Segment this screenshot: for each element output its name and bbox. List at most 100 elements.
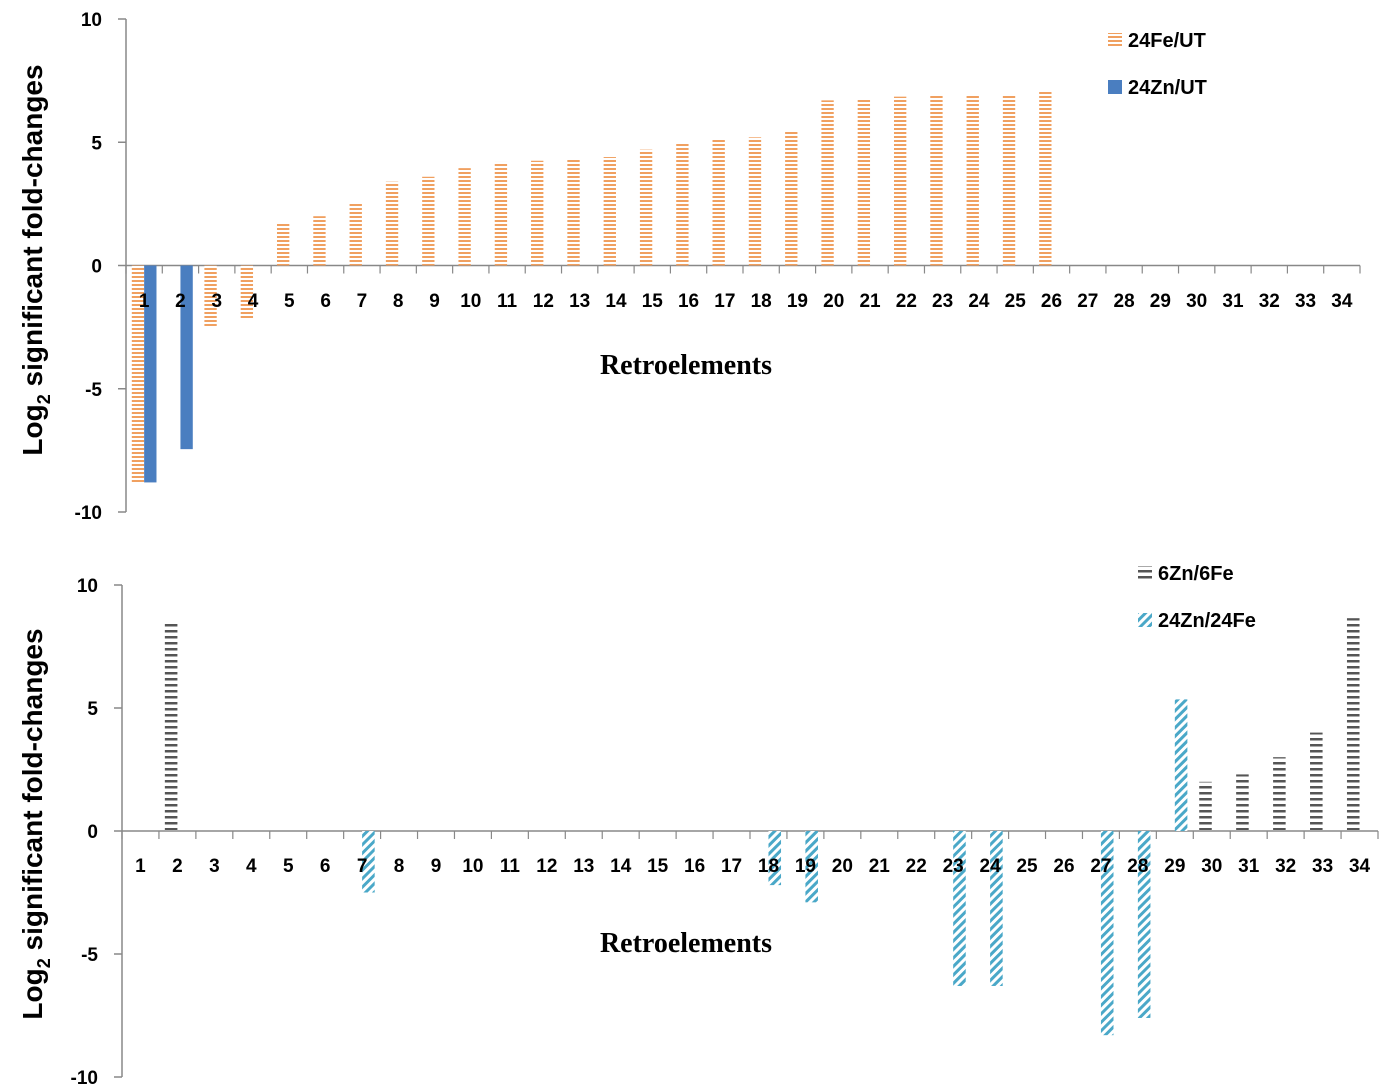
x-tick-label: 11 [497,291,518,312]
bar-24zn-24fe-19 [805,831,818,903]
bar-24fe-ut-10 [458,168,471,266]
x-tick-label: 2 [175,291,186,312]
x-tick-label: 33 [1295,291,1316,312]
bar-24fe-ut-14 [603,157,616,266]
x-tick-label: 6 [320,856,331,877]
y-tick-label: -5 [81,945,98,966]
x-tick-label: 2 [172,856,183,877]
bar-24zn-24fe-24 [990,831,1003,986]
y-tick-label: -5 [85,380,102,401]
bars [164,618,1360,1036]
bar-24zn-ut-2 [180,265,193,450]
x-tick-label: 9 [429,291,440,312]
x-tick-label: 5 [284,291,295,312]
legend-swatch [1108,80,1122,94]
x-tick-label: 13 [569,291,590,312]
bar-24fe-ut-6 [313,216,326,266]
x-tick-label: 28 [1127,856,1148,877]
bar-24fe-ut-12 [531,160,544,266]
bar-24fe-ut-7 [349,203,362,266]
x-tick-label: 29 [1164,856,1185,877]
x-tick-label: 25 [1005,291,1027,312]
x-tick-label: 13 [573,856,594,877]
bar-24fe-ut-13 [567,158,580,266]
bar-6zn-6fe-32 [1273,757,1286,831]
legend-swatch [1108,33,1122,47]
bar-24fe-ut-21 [857,99,871,266]
x-tick-label: 17 [721,856,742,877]
x-tick-label: 20 [832,856,853,877]
x-tick-label: 23 [932,291,953,312]
y-tick-label: 5 [91,133,102,154]
bar-24zn-24fe-27 [1100,831,1114,1036]
x-axis-label-bottom: Retroelements [600,928,772,959]
bar-24zn-24fe-18 [768,831,782,886]
x-tick-label: 16 [684,856,705,877]
x-tick-label: 32 [1275,856,1296,877]
x-axis-label-top: Retroelements [600,350,772,381]
x-tick-label: 29 [1150,291,1171,312]
x-tick-label: 30 [1186,291,1207,312]
x-tick-label: 19 [795,856,816,877]
bar-6zn-6fe-34 [1346,618,1360,831]
bar-24zn-ut-1 [144,265,157,483]
x-tick-label: 1 [135,856,146,877]
x-tick-label: 3 [211,291,222,312]
x-tick-label: 12 [533,291,554,312]
x-tick-label: 24 [968,291,990,312]
x-tick-label: 18 [758,856,779,877]
x-tick-label: 11 [500,856,521,877]
x-tick-label: 7 [357,291,368,312]
x-tick-label: 14 [610,856,632,877]
bar-24fe-ut-16 [676,142,689,266]
legend-label: 24Zn/UT [1128,77,1207,99]
x-tick-label: 5 [283,856,294,877]
x-tick-label: 16 [678,291,699,312]
x-tick-label: 21 [859,291,881,312]
legend-label: 24Zn/24Fe [1158,610,1256,632]
bar-24zn-24fe-28 [1137,831,1151,1018]
bar-24zn-24fe-29 [1174,699,1188,831]
x-tick-label: 23 [943,856,964,877]
x-tick-label: 9 [431,856,442,877]
legend-swatch [1138,566,1152,580]
bar-24fe-ut-15 [639,149,653,266]
x-tick-label: 21 [869,856,891,877]
x-tick-label: 32 [1259,291,1280,312]
x-tick-label: 34 [1331,291,1353,312]
x-tick-label: 14 [605,291,627,312]
x-tick-label: 4 [248,291,259,312]
bar-24fe-ut-24 [966,94,979,266]
bar-24fe-ut-22 [893,96,907,266]
bar-24fe-ut-1 [131,265,145,483]
x-tick-label: 27 [1090,856,1111,877]
bar-24fe-ut-18 [748,137,762,266]
bar-24fe-ut-17 [712,139,725,266]
y-tick-label: 10 [77,576,98,597]
legend-label: 24Fe/UT [1128,30,1206,52]
x-tick-label: 20 [823,291,844,312]
y-tick-label: -10 [75,503,102,524]
x-tick-label: 7 [357,856,368,877]
y-tick-label: 10 [81,10,102,31]
chart-bottom: Log2 significant fold-changes Retroeleme… [17,563,1379,1087]
y-tick-label: -10 [71,1068,98,1087]
bar-24fe-ut-25 [1002,94,1016,266]
y-tick-label: 0 [87,822,98,843]
x-tick-label: 10 [460,291,481,312]
bar-24fe-ut-3 [204,265,217,328]
x-tick-label: 15 [647,856,669,877]
bar-24fe-ut-19 [785,131,798,266]
bars [131,90,1052,483]
bar-24fe-ut-26 [1039,90,1052,266]
y-tick-label: 5 [87,699,98,720]
x-tick-label: 22 [906,856,927,877]
x-tick-label: 8 [394,856,405,877]
x-tick-label: 4 [246,856,257,877]
x-tick-label: 26 [1041,291,1062,312]
bar-24zn-24fe-23 [953,831,966,986]
bar-6zn-6fe-31 [1236,774,1249,831]
x-tick-label: 12 [536,856,557,877]
x-tick-label: 22 [896,291,917,312]
